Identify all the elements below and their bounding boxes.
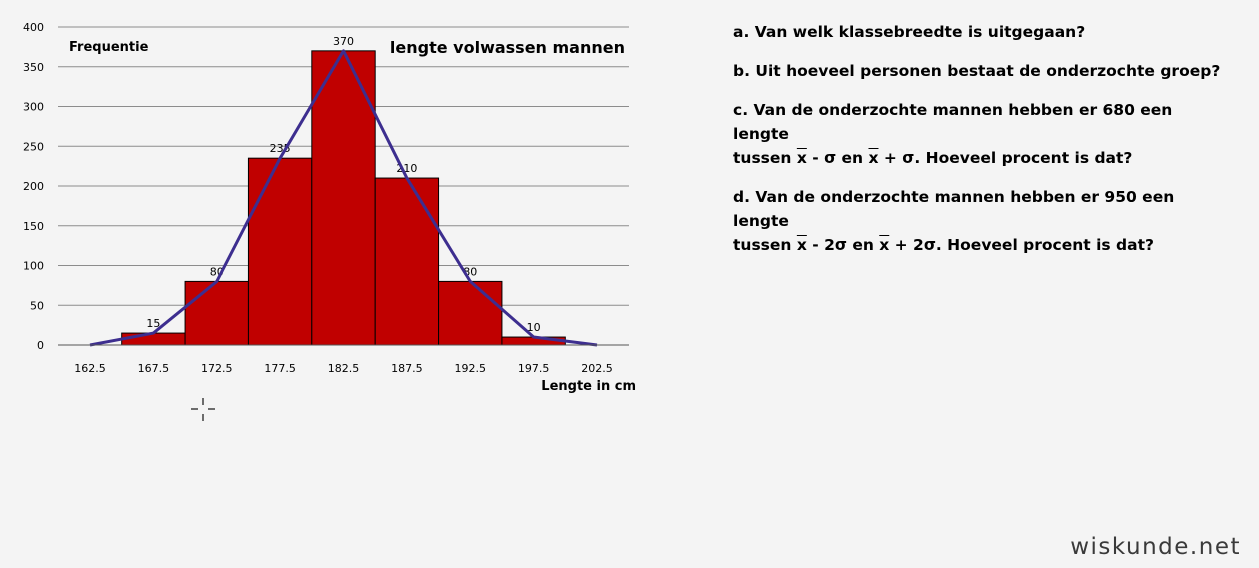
x-tick-label: 162.5	[74, 362, 106, 375]
y-tick-label: 250	[23, 140, 44, 153]
question-d-text: + 2σ. Hoeveel procent is dat?	[889, 236, 1154, 254]
question-d-text: tussen	[733, 236, 797, 254]
question-c: c. Van de onderzochte mannen hebben er 6…	[733, 98, 1233, 170]
bar-value-label: 370	[333, 35, 354, 48]
x-tick-label: 167.5	[138, 362, 170, 375]
histogram-chart: 0 50 100 150 200 250 300 350 400 158023537021080…	[23, 21, 636, 394]
question-d-line1: d. Van de onderzochte mannen hebben er 9…	[733, 188, 1175, 230]
chart-title: lengte volwassen mannen	[390, 38, 625, 57]
x-axis-label: Lengte in cm	[541, 379, 636, 394]
question-c-text: tussen	[733, 149, 797, 167]
y-tick-label: 150	[23, 220, 44, 233]
y-axis-label: Frequentie	[69, 40, 149, 55]
histogram-bar	[374, 177, 440, 346]
question-c-text: - σ en	[806, 149, 869, 167]
histogram-bar	[438, 280, 503, 346]
question-b: b. Uit hoeveel personen bestaat de onder…	[733, 62, 1221, 80]
xbar-symbol: x	[879, 236, 890, 254]
histogram-bar	[247, 157, 313, 346]
frequency-polygon	[89, 49, 598, 347]
x-axis-ticks: 162.5 167.5 172.5 177.5 182.5 187.5 192.5 197.5…	[74, 362, 613, 375]
xbar-symbol: x	[868, 149, 879, 167]
bar-value-label: 15	[146, 317, 160, 330]
x-tick-label: 172.5	[201, 362, 233, 375]
question-c-line1: c. Van de onderzochte mannen hebben er 6…	[733, 101, 1173, 143]
x-tick-label: 182.5	[328, 362, 360, 375]
x-tick-label: 177.5	[264, 362, 296, 375]
x-tick-label: 192.5	[455, 362, 487, 375]
questions-panel: a. Van welk klassebreedte is uitgegaan? …	[733, 20, 1233, 272]
xbar-symbol: x	[796, 149, 807, 167]
y-tick-label: 100	[23, 260, 44, 273]
y-tick-label: 0	[37, 339, 44, 352]
question-c-text: + σ. Hoeveel procent is dat?	[878, 149, 1133, 167]
y-tick-label: 50	[30, 299, 44, 312]
bars	[121, 50, 566, 346]
y-tick-label: 400	[23, 21, 44, 34]
question-d-text: - 2σ en	[806, 236, 880, 254]
histogram-bar	[311, 50, 376, 346]
question-d: d. Van de onderzochte mannen hebben er 9…	[733, 185, 1233, 257]
y-tick-label: 200	[23, 180, 44, 193]
xbar-symbol: x	[796, 236, 807, 254]
question-a: a. Van welk klassebreedte is uitgegaan?	[733, 23, 1086, 41]
watermark: wiskunde.net	[1070, 534, 1241, 560]
histogram-bar	[184, 280, 249, 346]
y-tick-label: 350	[23, 61, 44, 74]
histogram-bar	[121, 332, 186, 346]
y-tick-label: 300	[23, 101, 44, 114]
x-tick-label: 202.5	[581, 362, 613, 375]
x-tick-label: 187.5	[391, 362, 423, 375]
bar-value-label: 10	[527, 321, 541, 334]
x-tick-label: 197.5	[518, 362, 550, 375]
y-axis-ticks: 0 50 100 150 200 250 300 350 400	[23, 21, 44, 352]
crosshair-cursor-icon	[191, 398, 215, 421]
